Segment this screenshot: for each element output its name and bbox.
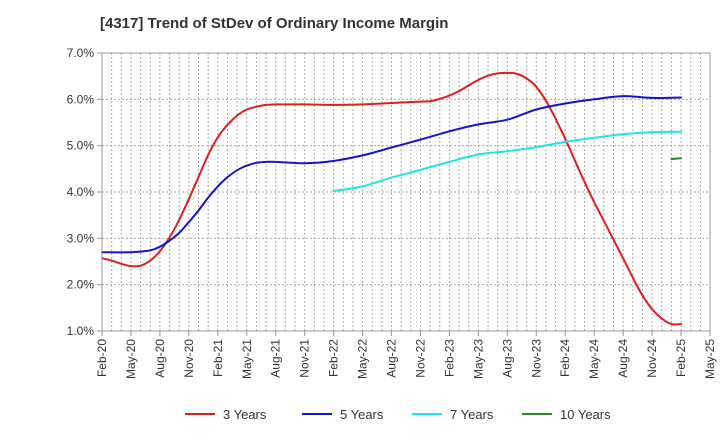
series-line-7-years	[332, 130, 682, 193]
legend: 3 Years 5 Years 7 Years 10 Years	[185, 407, 611, 422]
series-line-10-years	[670, 157, 682, 161]
y-tick-label: 1.0%	[67, 324, 95, 338]
legend-label: 5 Years	[340, 407, 384, 422]
x-tick-label: Aug-22	[385, 339, 399, 378]
x-tick-label: Feb-22	[327, 339, 341, 377]
x-tick-label: May-22	[356, 339, 370, 379]
y-tick-label: 4.0%	[67, 185, 95, 199]
x-tick-label: May-25	[703, 339, 717, 379]
y-axis-ticks: 1.0% 2.0% 3.0% 4.0% 5.0% 6.0% 7.0%	[67, 46, 102, 338]
y-tick-label: 7.0%	[67, 46, 95, 60]
series-line-3-years	[101, 71, 682, 326]
legend-label: 10 Years	[560, 407, 611, 422]
x-tick-label: Nov-21	[298, 339, 312, 378]
x-tick-label: May-20	[124, 339, 138, 379]
x-tick-label: May-23	[471, 339, 485, 379]
x-tick-label: Feb-21	[211, 339, 225, 377]
x-tick-label: Nov-22	[413, 339, 427, 378]
x-tick-label: Nov-23	[529, 339, 543, 378]
y-tick-label: 5.0%	[67, 139, 95, 153]
chart-title: [4317] Trend of StDev of Ordinary Income…	[100, 15, 448, 32]
y-tick-label: 3.0%	[67, 231, 95, 245]
x-tick-label: Feb-24	[558, 339, 572, 377]
grid	[101, 52, 711, 332]
x-tick-label: Aug-20	[153, 339, 167, 378]
x-tick-label: Feb-23	[442, 339, 456, 377]
legend-label: 7 Years	[450, 407, 494, 422]
x-tick-label: Aug-21	[269, 339, 283, 378]
x-axis-ticks: Feb-20 May-20 Aug-20 Nov-20 Feb-21 May-21 Aug-…	[95, 331, 717, 379]
x-tick-label: Feb-20	[95, 339, 109, 377]
series-line-5-years	[101, 95, 682, 254]
legend-label: 3 Years	[223, 407, 267, 422]
y-tick-label: 6.0%	[67, 92, 95, 106]
series-lines	[101, 71, 682, 326]
x-tick-label: Aug-24	[616, 339, 630, 378]
x-tick-label: Nov-20	[182, 339, 196, 378]
y-tick-label: 2.0%	[67, 278, 95, 292]
x-tick-label: Aug-23	[500, 339, 514, 378]
x-tick-label: May-21	[240, 339, 254, 379]
x-tick-label: May-24	[587, 339, 601, 379]
x-tick-label: Nov-24	[645, 339, 659, 378]
x-tick-label: Feb-25	[674, 339, 688, 377]
